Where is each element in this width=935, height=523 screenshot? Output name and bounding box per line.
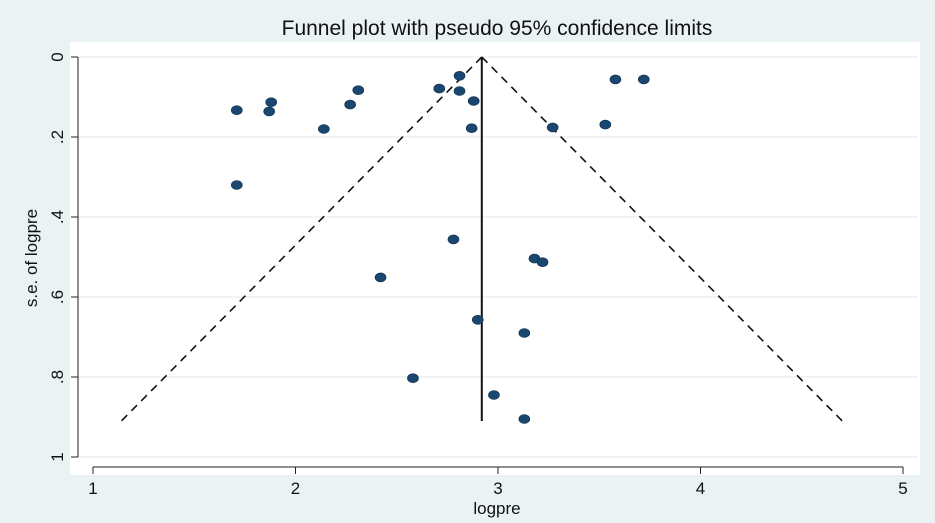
study-point-9 <box>467 96 480 106</box>
plot-region <box>70 42 920 475</box>
x-tick-label-3: 4 <box>696 479 705 498</box>
study-point-8 <box>453 86 466 96</box>
study-point-11 <box>546 122 559 133</box>
chart-title: Funnel plot with pseudo 95% confidence l… <box>282 17 713 40</box>
study-point-16 <box>447 234 460 245</box>
x-tick-label-4: 5 <box>898 479 907 498</box>
y-tick-label-5: 1 <box>48 452 67 461</box>
study-point-15 <box>230 180 243 190</box>
x-axis-title: logpre <box>473 499 520 518</box>
study-point-2 <box>263 106 275 117</box>
study-point-24 <box>518 414 531 424</box>
study-point-13 <box>609 74 622 85</box>
y-tick-label-3: .6 <box>48 290 67 304</box>
y-tick-label-0: 0 <box>48 52 67 61</box>
y-tick-label-4: .8 <box>48 370 67 384</box>
study-point-5 <box>352 85 365 95</box>
study-point-14 <box>637 74 650 85</box>
study-points <box>230 71 650 424</box>
study-point-20 <box>471 314 484 325</box>
y-axis-title: s.e. of logpre <box>22 209 41 307</box>
ci-limit-left <box>120 56 483 422</box>
y-tick-label-1: .2 <box>48 130 67 144</box>
study-point-3 <box>318 124 330 134</box>
study-point-10 <box>465 123 478 133</box>
study-point-23 <box>488 390 500 400</box>
study-point-22 <box>407 373 419 384</box>
x-tick-label-1: 2 <box>291 479 300 498</box>
study-point-0 <box>230 105 243 115</box>
axes: 1 2 3 4 5 0 .2 .4 .6 .8 1 <box>48 52 908 498</box>
study-point-21 <box>518 328 531 338</box>
study-point-1 <box>265 97 278 107</box>
study-point-18 <box>536 257 549 268</box>
x-tick-label-2: 3 <box>493 479 502 498</box>
study-point-4 <box>344 99 356 110</box>
funnel-lines <box>120 56 843 422</box>
y-tick-label-2: .4 <box>48 210 67 224</box>
study-point-6 <box>433 83 446 94</box>
study-point-19 <box>374 272 387 283</box>
study-point-7 <box>453 71 466 81</box>
study-point-12 <box>599 119 612 130</box>
grid <box>72 56 918 458</box>
ci-limit-right <box>481 56 843 422</box>
x-tick-label-0: 1 <box>88 479 97 498</box>
